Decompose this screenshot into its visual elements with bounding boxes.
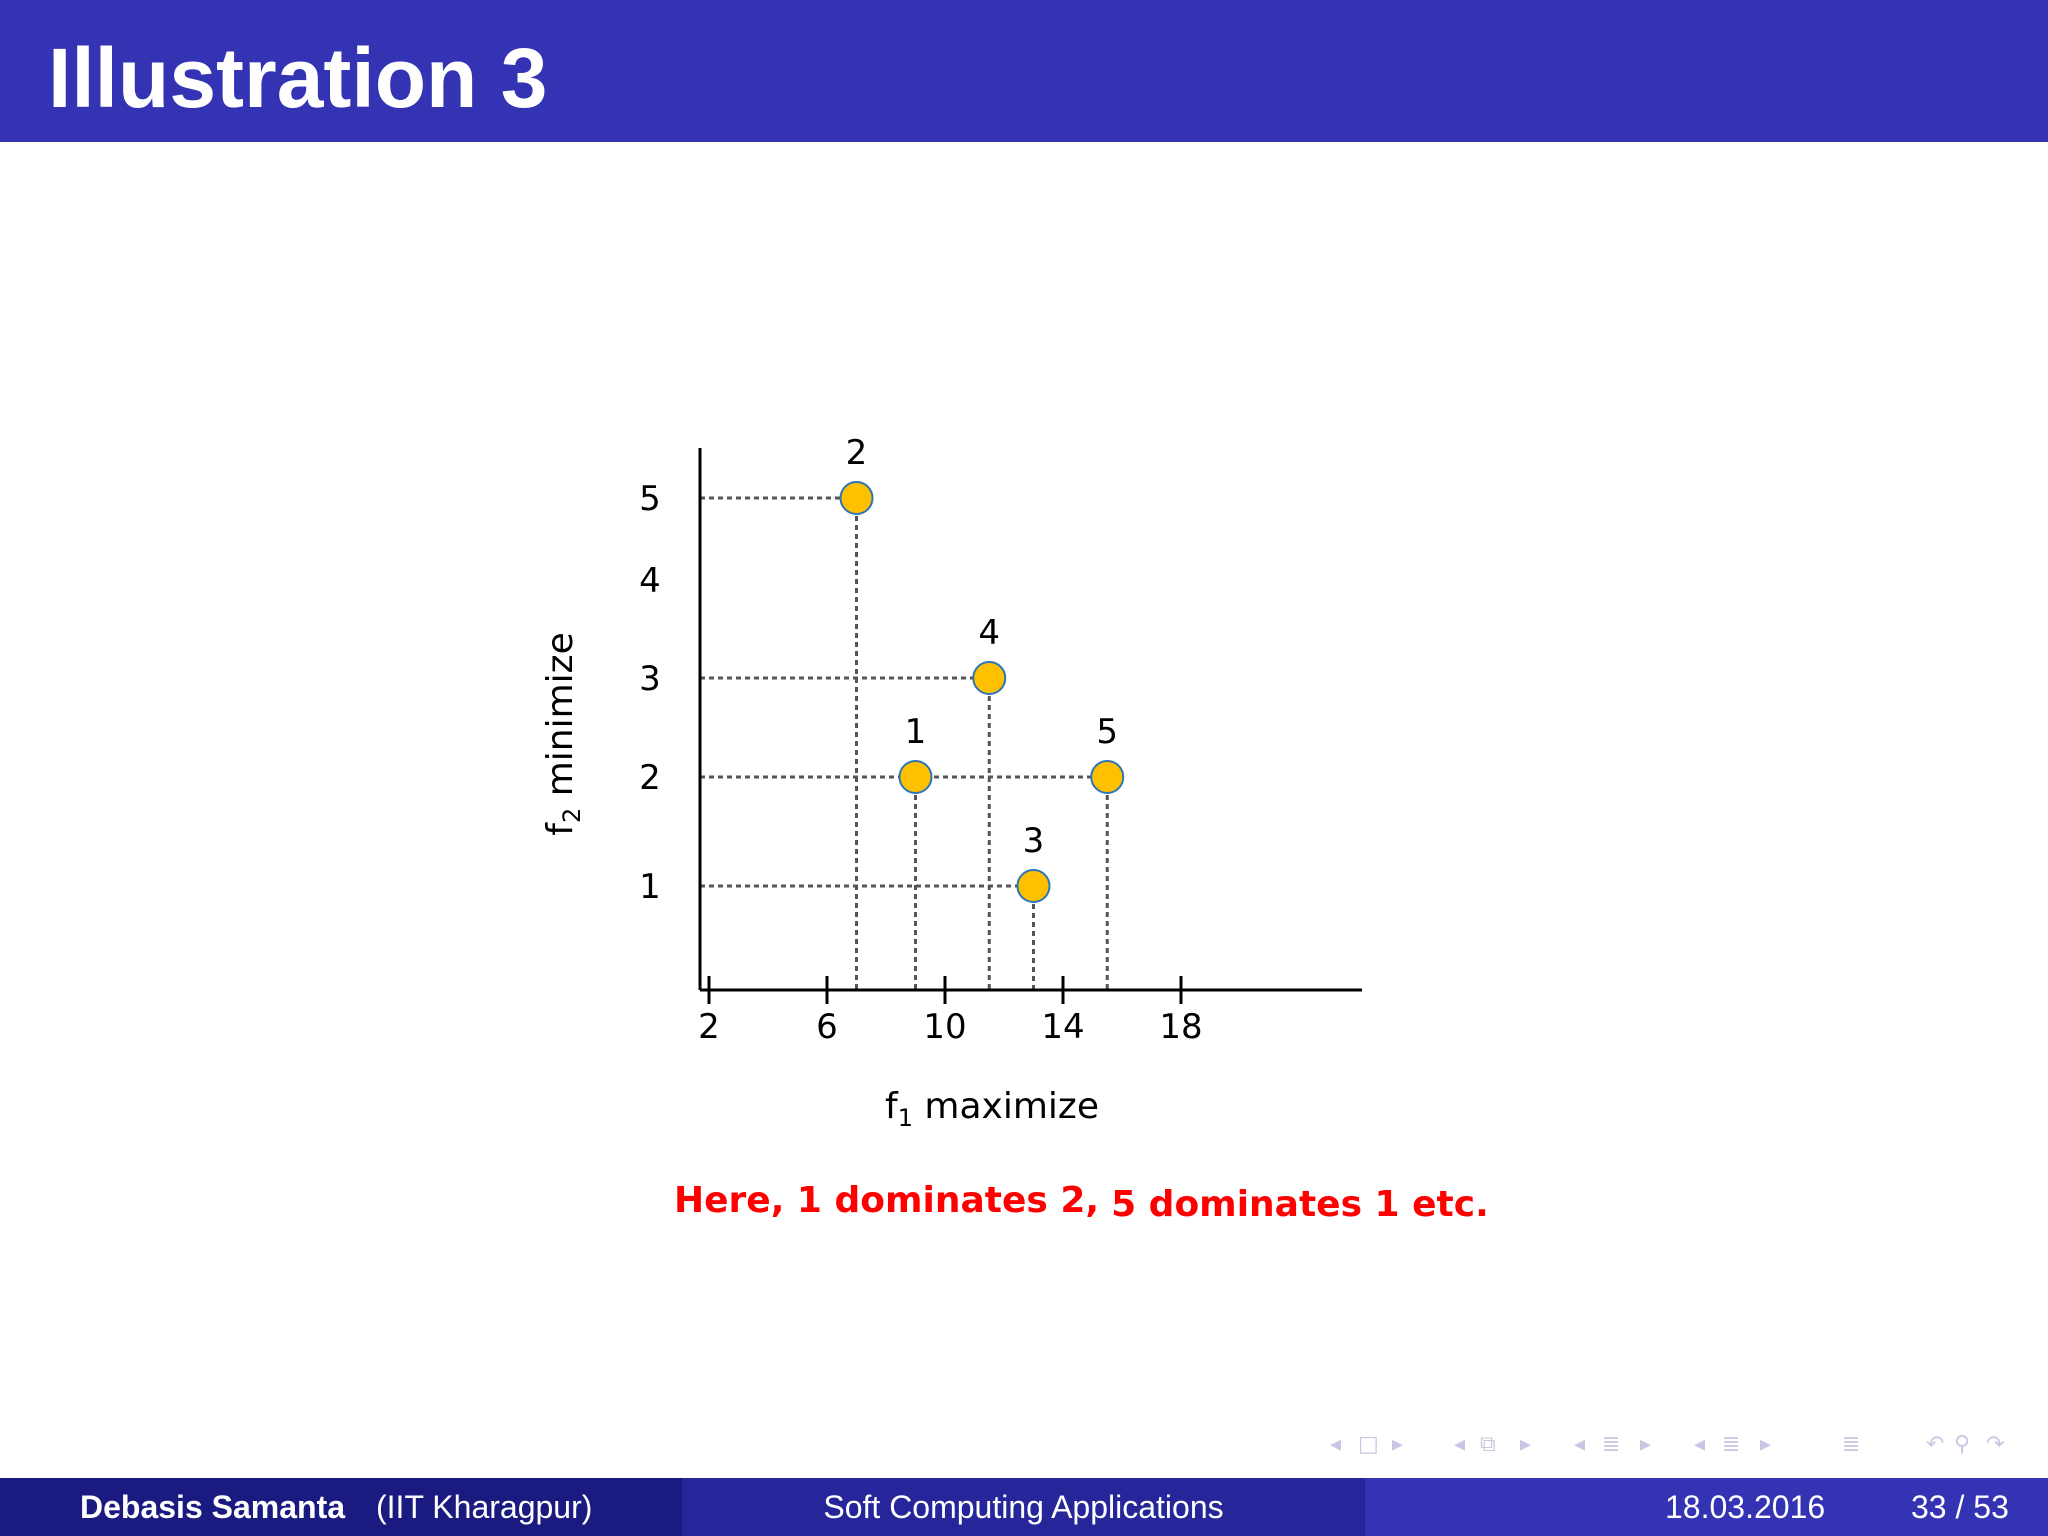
section-icon[interactable]: ≣ — [1602, 1432, 1621, 1457]
chart: 2 6 10 14 18 1 2 3 4 5 1 2 3 4 5 f1 maximize f2 minimize — [540, 433, 1362, 1132]
nav-left-arrow-icon[interactable]: ◂ — [1574, 1432, 1586, 1457]
footer-date-section: 18.03.2016 33 / 53 — [1365, 1478, 2048, 1536]
subsection-icon[interactable]: ⧉ — [1480, 1432, 1496, 1457]
slide-title: Illustration 3 — [48, 31, 548, 125]
x-tick-label-18: 18 — [1159, 1007, 1202, 1047]
data-point-2 — [839, 481, 874, 515]
y-axis-label: f2 minimize — [540, 632, 586, 835]
y-tick-label-2: 2 — [639, 758, 661, 798]
nav-right-arrow-icon[interactable]: ▸ — [1392, 1432, 1404, 1457]
nav-right-arrow-icon[interactable]: ▸ — [1640, 1432, 1652, 1457]
nav-left-arrow-icon[interactable]: ◂ — [1454, 1432, 1466, 1457]
data-point-5 — [1090, 760, 1125, 794]
data-point-4 — [972, 661, 1007, 695]
footer-page-number: 33 / 53 — [1911, 1489, 2009, 1525]
search-icon[interactable]: ⚲ — [1954, 1432, 1971, 1457]
caption-part2: 5 dominates 1 etc. — [1111, 1184, 1489, 1225]
forward-icon[interactable]: ↷ — [1986, 1432, 2005, 1457]
data-point-1 — [898, 760, 933, 794]
caption-part1: Here, 1 dominates 2, — [674, 1180, 1100, 1221]
nav-left-arrow-icon[interactable]: ◂ — [1330, 1432, 1342, 1457]
x-tick-label-6: 6 — [816, 1007, 838, 1047]
data-point-label-2: 2 — [846, 433, 868, 473]
footer: Debasis Samanta (IIT Kharagpur) Soft Com… — [0, 1478, 2048, 1536]
caption: Here, 1 dominates 2, 5 dominates 1 etc. — [674, 1180, 1489, 1225]
frame-icon[interactable]: □ — [1358, 1432, 1379, 1457]
x-tick-label-2: 2 — [698, 1007, 720, 1047]
y-tick-label-1: 1 — [639, 867, 661, 907]
y-tick-label-4: 4 — [639, 561, 661, 601]
y-tick-label-5: 5 — [639, 479, 661, 519]
footer-course: Soft Computing Applications — [682, 1478, 1365, 1536]
data-point-3 — [1016, 869, 1051, 903]
x-tick-label-14: 14 — [1041, 1007, 1084, 1047]
x-axis-label: f1 maximize — [885, 1086, 1099, 1132]
footer-author-section: Debasis Samanta (IIT Kharagpur) — [0, 1478, 682, 1536]
outline-icon[interactable]: ≣ — [1842, 1432, 1861, 1457]
nav-right-arrow-icon[interactable]: ▸ — [1760, 1432, 1772, 1457]
data-point-label-4: 4 — [978, 613, 1000, 653]
footer-institution: (IIT Kharagpur) — [376, 1489, 593, 1525]
nav-left-arrow-icon[interactable]: ◂ — [1694, 1432, 1706, 1457]
y-tick-label-3: 3 — [639, 659, 661, 699]
data-point-label-3: 3 — [1023, 821, 1045, 861]
footer-date: 18.03.2016 — [1665, 1489, 1826, 1525]
beamer-navigation: ◂ □ ▸ ◂ ⧉ ▸ ◂ ≣ ▸ ◂ ≣ ▸ ≣ ↶ ⚲ ↷ — [1330, 1432, 2030, 1468]
footer-author: Debasis Samanta — [80, 1489, 346, 1525]
x-tick-label-10: 10 — [923, 1007, 966, 1047]
data-point-label-1: 1 — [905, 712, 927, 752]
document-icon[interactable]: ≣ — [1722, 1432, 1741, 1457]
data-point-label-5: 5 — [1096, 712, 1118, 752]
back-icon[interactable]: ↶ — [1926, 1432, 1945, 1457]
nav-right-arrow-icon[interactable]: ▸ — [1520, 1432, 1532, 1457]
title-bar: Illustration 3 — [0, 0, 2048, 142]
